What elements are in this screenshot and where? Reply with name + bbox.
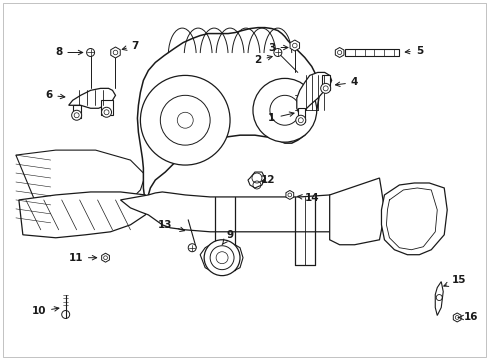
Text: 6: 6 — [45, 90, 65, 100]
Circle shape — [188, 244, 196, 252]
Text: 13: 13 — [158, 220, 184, 231]
Polygon shape — [247, 172, 264, 188]
Polygon shape — [137, 28, 319, 205]
Circle shape — [102, 107, 111, 117]
Polygon shape — [452, 313, 460, 322]
Text: 10: 10 — [32, 306, 59, 316]
Circle shape — [295, 115, 305, 125]
Polygon shape — [101, 100, 112, 115]
Text: 15: 15 — [443, 275, 466, 287]
Polygon shape — [110, 47, 120, 58]
Polygon shape — [73, 105, 81, 118]
Circle shape — [72, 110, 81, 120]
Polygon shape — [16, 150, 145, 218]
Text: 3: 3 — [268, 42, 287, 53]
Text: 16: 16 — [457, 312, 477, 323]
Polygon shape — [120, 190, 384, 232]
Polygon shape — [285, 190, 293, 199]
Polygon shape — [321, 75, 329, 90]
Circle shape — [140, 75, 229, 165]
Circle shape — [252, 78, 316, 142]
Text: 12: 12 — [260, 175, 275, 185]
Text: 11: 11 — [68, 253, 97, 263]
Polygon shape — [296, 72, 331, 115]
Text: 5: 5 — [405, 45, 422, 55]
Text: 8: 8 — [55, 48, 82, 58]
Polygon shape — [68, 88, 115, 108]
Circle shape — [273, 49, 281, 57]
Circle shape — [61, 310, 69, 319]
Polygon shape — [19, 192, 148, 238]
Polygon shape — [335, 48, 343, 58]
Polygon shape — [434, 282, 442, 315]
Polygon shape — [329, 178, 384, 245]
Circle shape — [203, 240, 240, 276]
Circle shape — [86, 49, 94, 57]
Text: 1: 1 — [268, 112, 293, 123]
Text: 2: 2 — [254, 55, 272, 66]
Polygon shape — [289, 40, 299, 51]
Polygon shape — [381, 183, 447, 255]
Circle shape — [320, 84, 330, 93]
Polygon shape — [297, 108, 304, 122]
Polygon shape — [102, 253, 109, 262]
Polygon shape — [344, 49, 399, 57]
Text: 9: 9 — [222, 230, 233, 245]
Text: 7: 7 — [122, 41, 139, 50]
Text: 4: 4 — [335, 77, 358, 87]
Text: 14: 14 — [297, 193, 318, 203]
